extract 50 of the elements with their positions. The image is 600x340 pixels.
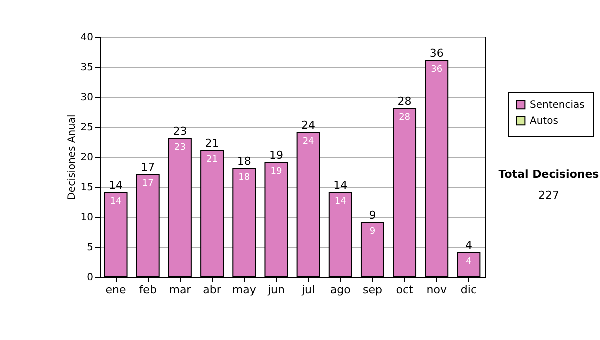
data-label: 17 [142,179,154,189]
x-tick-label: feb [139,284,157,296]
total-label: 4 [465,239,472,252]
data-label: 9 [370,227,376,237]
data-label: 14 [110,197,122,207]
x-tick-label: oct [396,284,414,296]
y-tick-label: 5 [87,242,94,254]
total-label: 18 [237,155,252,168]
x-tick-label: mar [169,284,192,296]
data-label: 19 [270,167,282,177]
data-label: 23 [174,143,186,153]
data-label: 14 [334,197,347,207]
x-tick-label: sep [362,284,382,296]
y-tick-label: 10 [80,212,94,224]
y-tick-label: 25 [80,122,94,134]
total-label: 19 [269,149,284,162]
total-label: 9 [369,209,376,222]
legend-label: Autos [530,116,558,127]
total-label: 14 [334,179,348,192]
text: 227 [538,189,560,202]
x-tick-label: ene [106,284,127,296]
y-tick-label: 30 [80,92,94,104]
x-tick-label: jun [266,284,285,296]
y-axis-title: Decisiones Anual [66,114,78,200]
data-label: 36 [431,65,443,75]
total-label: 14 [109,179,124,192]
total-label: 24 [302,119,316,132]
y-tick-label: 40 [80,32,94,44]
data-label: 18 [238,173,250,183]
text: Total Decisiones [498,168,600,181]
x-tick-label: jul [300,284,316,296]
total-label: 23 [173,125,188,138]
data-label: 28 [399,113,411,123]
total-label: 28 [398,95,412,108]
x-tick-label: abr [203,284,222,296]
x-tick-label: nov [426,284,448,296]
y-tick-label: 0 [87,272,94,284]
legend-label: Sentencias [530,100,585,111]
y-tick-label: 35 [80,62,94,74]
data-label: 4 [466,257,472,267]
x-tick-label: ago [330,284,352,296]
data-label: 21 [206,155,218,165]
y-tick-label: 20 [80,152,94,164]
y-tick-label: 15 [80,182,94,194]
total-label: 17 [141,161,156,174]
data-label: 24 [302,137,315,147]
total-label: 21 [205,137,220,150]
x-tick-label: may [232,284,257,296]
x-tick-label: dic [460,284,478,296]
total-label: 36 [430,47,444,60]
